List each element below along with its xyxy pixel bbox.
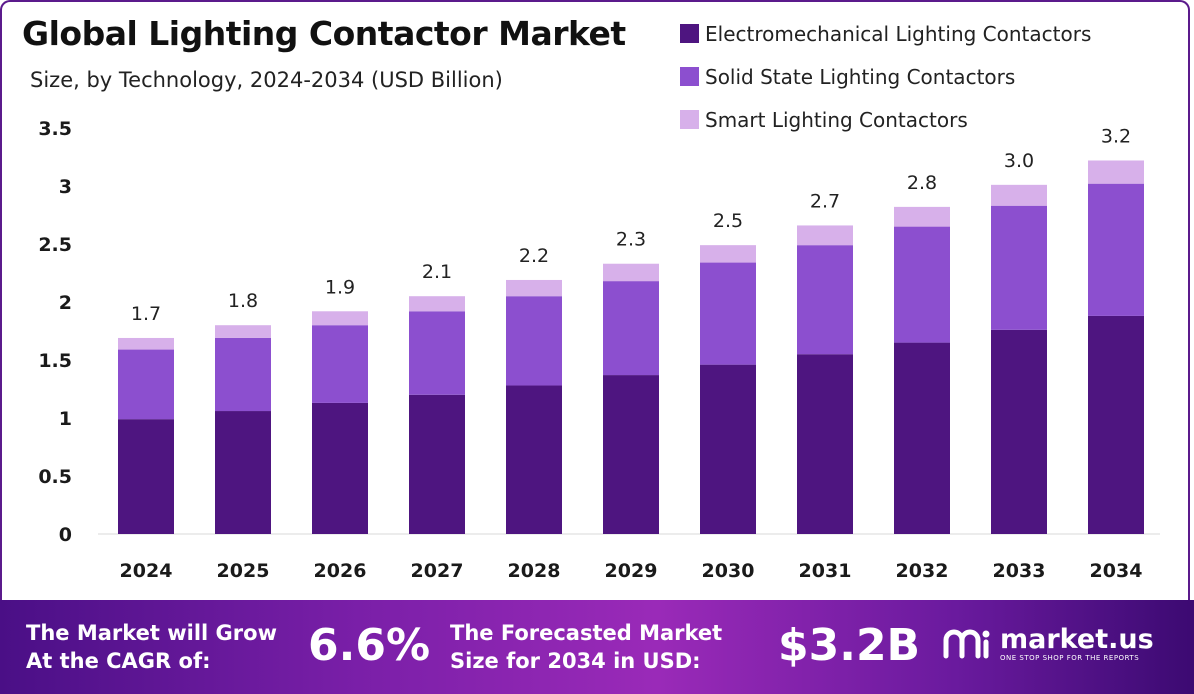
y-tick-label: 3.5 <box>38 118 72 140</box>
bar-total-label: 3.2 <box>1101 125 1131 147</box>
legend-item-solid-state: Solid State Lighting Contactors <box>680 55 1091 98</box>
y-tick-label: 2 <box>59 292 72 314</box>
x-tick-label: 2030 <box>702 560 755 582</box>
forecast-value: $3.2B <box>778 620 921 671</box>
y-tick-label: 2.5 <box>38 234 72 256</box>
forecast-label-line1: The Forecasted Market <box>450 621 723 645</box>
bar-segment-smart <box>894 206 950 227</box>
bar-segment-solid-state <box>700 262 756 365</box>
bar-segment-smart <box>603 263 659 282</box>
bar-segment-solid-state <box>603 281 659 376</box>
bar-total-label: 2.5 <box>713 210 743 232</box>
y-axis-labels: 0 0.5 1 1.5 2 2.5 3 3.5 <box>38 118 72 546</box>
bar-segment-electromechanical <box>215 411 271 534</box>
bar-segment-smart <box>409 296 465 312</box>
bar-segment-electromechanical <box>797 354 853 534</box>
bar-segment-electromechanical <box>312 402 368 534</box>
x-tick-label: 2029 <box>605 560 658 582</box>
bar-segment-electromechanical <box>700 364 756 534</box>
bar-segment-solid-state <box>118 349 174 420</box>
legend-swatch-smart <box>680 110 699 129</box>
forecast-label-line2: Size for 2034 in USD: <box>450 649 701 673</box>
total-labels: 1.7 1.8 1.9 2.1 2.2 2.3 2.5 2.7 2.8 3.0 3.2 <box>131 125 1131 324</box>
bar-total-label: 2.1 <box>422 261 452 283</box>
x-tick-label: 2031 <box>799 560 852 582</box>
bar-segment-electromechanical <box>603 375 659 534</box>
legend-label-solid-state: Solid State Lighting Contactors <box>705 64 1016 89</box>
bar-segment-smart <box>506 279 562 297</box>
y-tick-label: 1.5 <box>38 350 72 372</box>
bar-segment-solid-state <box>506 296 562 386</box>
bar-segment-electromechanical <box>1088 315 1144 534</box>
bar-total-label: 2.7 <box>810 190 840 212</box>
bar-total-label: 2.2 <box>519 245 549 267</box>
legend-item-electromechanical: Electromechanical Lighting Contactors <box>680 12 1091 55</box>
bar-total-label: 2.3 <box>616 229 646 251</box>
forecast-label: The Forecasted Market Size for 2034 in U… <box>450 619 722 675</box>
footer-banner: The Market will Grow At the CAGR of: 6.6… <box>0 600 1194 694</box>
cagr-value: 6.6% <box>308 620 431 671</box>
legend-label-electromechanical: Electromechanical Lighting Contactors <box>705 21 1092 46</box>
x-tick-label: 2026 <box>314 560 367 582</box>
bar-segment-smart <box>991 184 1047 206</box>
y-tick-label: 0 <box>59 524 72 546</box>
legend-label-smart: Smart Lighting Contactors <box>705 107 968 132</box>
bar-segment-smart <box>312 311 368 326</box>
bar-segment-smart <box>1088 160 1144 184</box>
x-tick-label: 2028 <box>508 560 561 582</box>
cagr-label-line2: At the CAGR of: <box>26 649 211 673</box>
bar-segment-electromechanical <box>409 394 465 534</box>
bar-total-label: 2.8 <box>907 172 937 194</box>
chart-subtitle: Size, by Technology, 2024-2034 (USD Bill… <box>30 68 503 92</box>
market-us-logo: market.us ONE STOP SHOP FOR THE REPORTS <box>942 626 1154 662</box>
bar-segment-solid-state <box>991 205 1047 330</box>
x-tick-label: 2032 <box>896 560 949 582</box>
bar-segment-solid-state <box>894 226 950 343</box>
bar-segment-smart <box>215 325 271 338</box>
cagr-label-line1: The Market will Grow <box>26 621 277 645</box>
x-axis-labels: 2024 2025 2026 2027 2028 2029 2030 2031 2032 2033… <box>120 560 1143 582</box>
x-tick-label: 2027 <box>411 560 464 582</box>
bar-total-label: 1.8 <box>228 290 258 312</box>
logo-text: market.us ONE STOP SHOP FOR THE REPORTS <box>1000 624 1154 663</box>
legend-swatch-solid-state <box>680 67 699 86</box>
x-tick-label: 2024 <box>120 560 173 582</box>
x-tick-label: 2025 <box>217 560 270 582</box>
bar-segment-electromechanical <box>118 419 174 534</box>
bar-segment-solid-state <box>312 325 368 403</box>
bar-segment-smart <box>797 225 853 246</box>
market-us-logo-icon <box>943 629 990 659</box>
bar-segment-smart <box>118 337 174 350</box>
bar-segment-electromechanical <box>991 329 1047 534</box>
y-tick-label: 1 <box>59 408 72 430</box>
y-tick-label: 0.5 <box>38 466 72 488</box>
bar-segment-solid-state <box>1088 183 1144 316</box>
chart-frame <box>0 0 1190 600</box>
bar-segment-electromechanical <box>506 385 562 534</box>
logo-tagline: ONE STOP SHOP FOR THE REPORTS <box>1000 654 1140 662</box>
x-tick-label: 2033 <box>993 560 1046 582</box>
legend: Electromechanical Lighting Contactors So… <box>680 12 1091 141</box>
chart-title: Global Lighting Contactor Market <box>22 14 626 53</box>
bar-segment-solid-state <box>215 337 271 412</box>
bar-chart: 0 0.5 1 1.5 2 2.5 3 3.5 1.7 1.8 1.9 2.1 2.2 2.3 2.5 2.… <box>38 118 1160 582</box>
bar-segment-electromechanical <box>894 342 950 534</box>
bar-segment-solid-state <box>409 311 465 395</box>
bar-total-label: 1.7 <box>131 303 161 325</box>
legend-swatch-electromechanical <box>680 24 699 43</box>
bar-segment-solid-state <box>797 245 853 355</box>
bars <box>118 160 1144 534</box>
y-tick-label: 3 <box>59 176 72 198</box>
x-tick-label: 2034 <box>1090 560 1143 582</box>
bar-total-label: 1.9 <box>325 276 355 298</box>
bar-segment-smart <box>700 245 756 263</box>
cagr-label: The Market will Grow At the CAGR of: <box>26 619 277 675</box>
legend-item-smart: Smart Lighting Contactors <box>680 98 1091 141</box>
logo-name: market.us <box>1000 624 1154 655</box>
bar-total-label: 3.0 <box>1004 150 1034 172</box>
